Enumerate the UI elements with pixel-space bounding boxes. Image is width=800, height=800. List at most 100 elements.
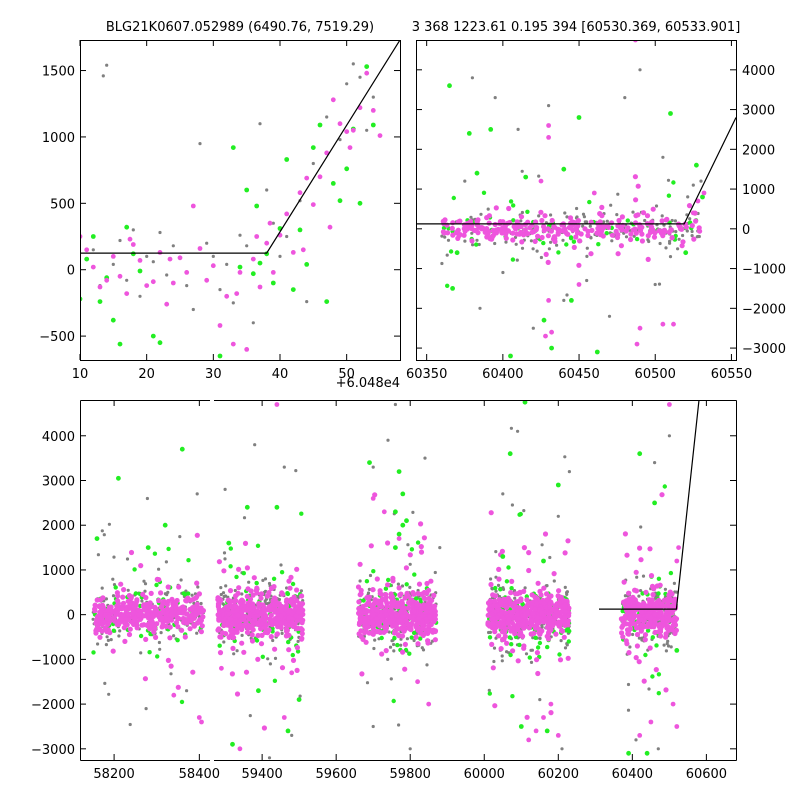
data-point-gray	[386, 438, 390, 442]
data-point-green	[510, 694, 515, 699]
data-point-magenta	[262, 629, 268, 636]
data-point-magenta	[254, 621, 260, 627]
data-point-gray	[666, 644, 671, 648]
data-point-gray	[489, 577, 493, 581]
data-point-magenta	[559, 628, 566, 634]
data-point-gray	[408, 562, 412, 566]
data-point-magenta	[625, 225, 631, 231]
data-point-magenta	[286, 578, 292, 584]
data-point-gray	[637, 636, 642, 640]
data-point-magenta	[411, 608, 417, 614]
data-point-green	[450, 286, 455, 291]
data-point-magenta	[194, 532, 200, 538]
data-point-magenta	[659, 492, 665, 498]
data-point-magenta	[489, 234, 495, 240]
data-point-magenta	[369, 630, 375, 637]
data-point-green	[466, 131, 472, 136]
data-point-green	[625, 218, 630, 223]
y-tick-label: 4000	[42, 430, 75, 445]
data-point-magenta	[241, 649, 247, 655]
data-point-green	[228, 546, 233, 551]
data-point-magenta	[266, 627, 272, 633]
data-point-magenta	[286, 614, 292, 621]
data-point-magenta	[251, 604, 257, 611]
data-point-magenta	[84, 247, 90, 253]
data-point-green	[448, 249, 454, 254]
data-point-gray	[100, 529, 104, 533]
data-point-magenta	[216, 626, 222, 632]
data-point-gray	[669, 645, 673, 649]
data-point-magenta	[193, 611, 199, 618]
data-point-magenta	[148, 604, 154, 610]
data-point-magenta	[218, 634, 224, 640]
data-point-magenta	[153, 634, 159, 641]
data-point-magenta	[130, 609, 136, 616]
data-point-magenta	[641, 678, 647, 684]
data-point-magenta	[370, 496, 376, 501]
data-point-magenta	[645, 233, 651, 239]
data-point-magenta	[288, 599, 294, 605]
y-tick-label: 4000	[742, 64, 775, 79]
data-point-green	[110, 317, 116, 323]
data-point-magenta	[249, 632, 255, 638]
data-point-gray	[169, 672, 173, 676]
data-point-magenta	[690, 210, 696, 216]
data-point-magenta	[242, 540, 249, 547]
data-point-gray	[139, 651, 143, 655]
data-point-gray	[537, 214, 541, 218]
data-point-magenta	[92, 602, 98, 608]
data-point-magenta	[245, 622, 251, 628]
data-point-magenta	[197, 246, 203, 251]
data-point-gray	[411, 510, 415, 514]
data-point-magenta	[115, 598, 121, 604]
data-point-magenta	[522, 227, 528, 233]
data-point-magenta	[650, 227, 656, 233]
data-point-gray	[515, 258, 519, 262]
x-tick-label: 58400	[179, 767, 220, 782]
data-point-magenta	[107, 630, 113, 636]
data-point-gray	[266, 657, 270, 661]
data-point-gray	[365, 128, 369, 132]
data-point-magenta	[651, 586, 657, 592]
data-point-green	[413, 596, 419, 601]
data-point-gray	[105, 63, 109, 67]
data-point-green	[662, 484, 667, 489]
data-point-magenta	[299, 593, 305, 599]
data-point-magenta	[697, 228, 703, 234]
data-point-magenta	[126, 592, 132, 599]
data-point-magenta	[576, 282, 582, 287]
data-point-magenta	[600, 233, 606, 239]
data-point-magenta	[497, 619, 503, 626]
data-point-magenta	[215, 603, 221, 610]
data-point-gray	[638, 68, 642, 72]
data-point-magenta	[122, 620, 128, 626]
data-point-magenta	[633, 569, 639, 575]
data-point-magenta	[618, 243, 625, 249]
data-point-gray	[117, 634, 121, 638]
data-point-magenta	[693, 218, 699, 224]
data-point-magenta	[227, 588, 234, 594]
x-tick-label: 10	[72, 367, 89, 382]
data-point-magenta	[507, 624, 513, 630]
data-point-magenta	[102, 625, 108, 631]
data-point-magenta	[188, 618, 194, 624]
data-point-magenta	[669, 235, 675, 241]
data-point-magenta	[374, 576, 380, 582]
data-point-magenta	[432, 616, 438, 622]
data-point-magenta	[547, 628, 553, 634]
data-point-magenta	[130, 242, 136, 247]
data-point-magenta	[622, 531, 629, 537]
data-point-green	[488, 126, 494, 132]
data-point-magenta	[619, 624, 625, 630]
data-point-gray	[285, 234, 289, 239]
data-point-magenta	[648, 719, 654, 725]
data-point-magenta	[110, 648, 116, 654]
y-tick-label: 1000	[742, 183, 775, 198]
data-point-green	[166, 546, 171, 552]
data-point-magenta	[258, 591, 265, 597]
data-point-gray	[111, 577, 115, 581]
data-point-gray	[555, 243, 559, 247]
data-point-gray	[513, 235, 518, 239]
data-point-gray	[253, 443, 257, 447]
data-point-gray	[392, 642, 396, 647]
